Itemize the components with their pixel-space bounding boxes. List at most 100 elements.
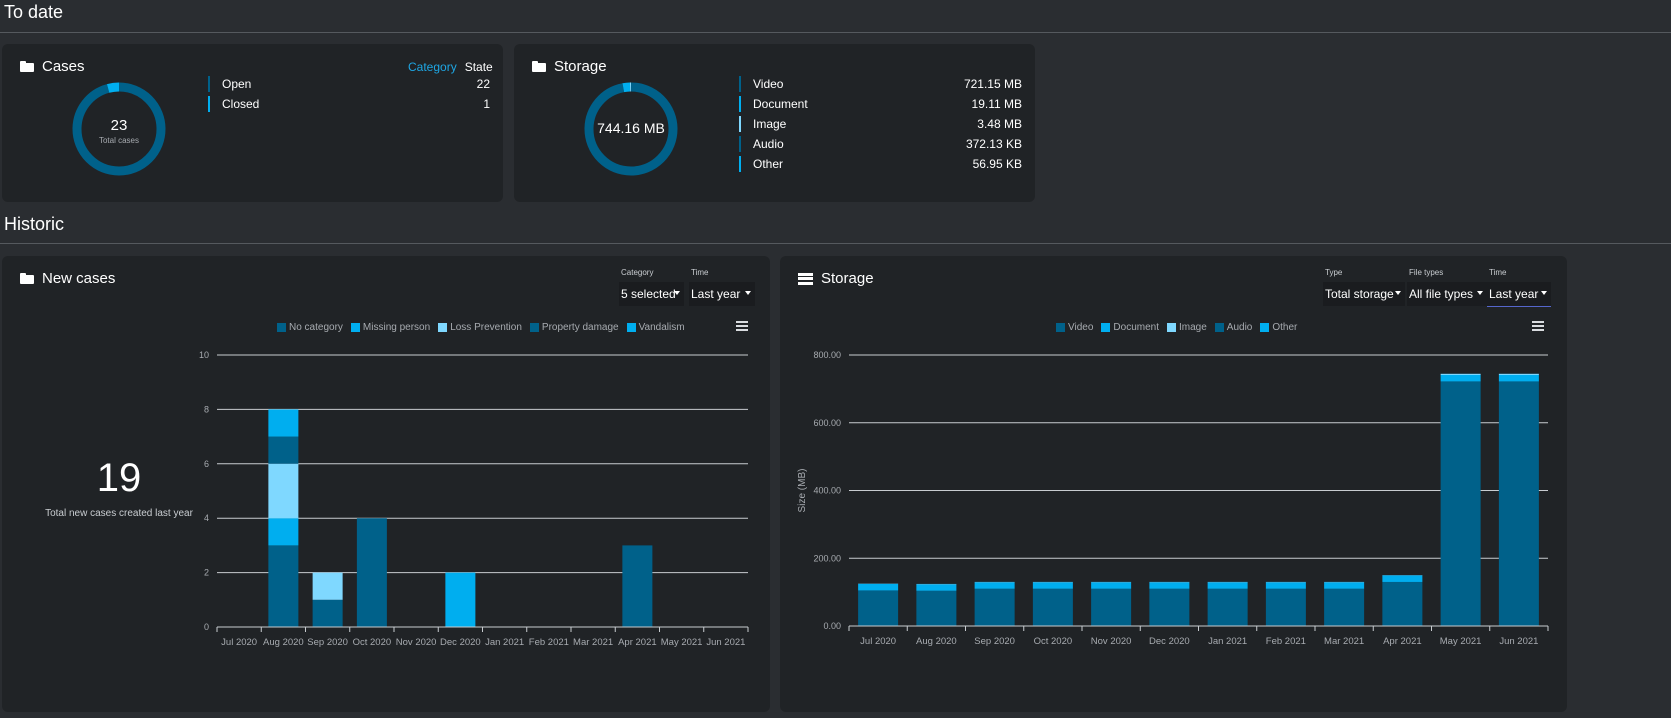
legend-row-image: Image 3.48 MB <box>739 116 1022 132</box>
legend-label: Vandalism <box>638 322 685 333</box>
hamburger-menu-icon[interactable] <box>736 321 748 331</box>
y-tick-label: 6 <box>204 459 209 469</box>
new-cases-summary: 19 Total new cases created last year <box>24 256 214 712</box>
new-cases-chart-legend: No category Missing person Loss Prevention… <box>277 322 685 333</box>
legend-swatch <box>1166 323 1176 332</box>
new-cases-card: New cases Category 5 selected Time Last … <box>2 256 770 712</box>
storage-card: Storage 744.16 MB Video 721.15 MB Docume… <box>514 44 1035 202</box>
legend-marker <box>208 96 210 112</box>
file-types-filter[interactable]: File types All file types <box>1407 268 1487 308</box>
x-tick-label: Feb 2021 <box>529 637 569 648</box>
legend-swatch <box>350 323 360 332</box>
legend-item[interactable]: No category <box>277 322 343 333</box>
bar-segment <box>1382 581 1423 626</box>
storage-total: 744.16 MB <box>597 120 665 136</box>
x-tick-label: Jul 2020 <box>221 637 257 648</box>
legend-value: 3.48 MB <box>977 117 1022 131</box>
filter-value: Total storage <box>1325 287 1394 301</box>
storage-time-select[interactable]: Last year <box>1487 282 1551 306</box>
y-tick-label: 8 <box>204 404 209 414</box>
bar-segment <box>1149 588 1190 626</box>
bar-segment <box>1149 582 1190 589</box>
legend-item[interactable]: Missing person <box>350 322 430 333</box>
filter-value: All file types <box>1409 287 1474 301</box>
bar-segment <box>974 582 1015 589</box>
bar-segment <box>858 583 899 591</box>
category-select[interactable]: 5 selected <box>619 282 684 306</box>
x-tick-label: Jun 2021 <box>706 637 745 648</box>
hamburger-menu-icon[interactable] <box>1532 321 1544 331</box>
legend-marker <box>208 76 210 92</box>
x-tick-label: Nov 2020 <box>1091 636 1132 647</box>
y-tick-label: 0.00 <box>823 621 841 631</box>
type-filter[interactable]: Type Total storage <box>1323 268 1405 308</box>
bar-segment <box>268 409 299 437</box>
section-title-to-date: To date <box>4 2 64 22</box>
legend-value: 22 <box>476 77 490 91</box>
legend-label: No category <box>289 322 343 333</box>
folder-icon <box>20 61 34 72</box>
new-cases-title-text: New cases <box>42 270 116 287</box>
x-tick-label: Feb 2021 <box>1266 636 1306 647</box>
x-tick-label: Dec 2020 <box>1149 636 1190 647</box>
legend-item[interactable]: Loss Prevention <box>438 322 522 333</box>
legend-name: Video <box>753 77 784 91</box>
chevron-down-icon <box>674 291 680 295</box>
file-types-select[interactable]: All file types <box>1407 282 1487 306</box>
legend-swatch <box>1101 323 1111 332</box>
legend-swatch <box>529 323 539 332</box>
chevron-down-icon <box>745 291 751 295</box>
new-cases-bar-chart: 0 2 4 6 8 10 Jul 2020 Aug 2020 Sep 2020 Oct 2020 N… <box>199 350 749 648</box>
bar-segment <box>268 518 299 546</box>
legend-label: Image <box>1178 322 1207 333</box>
y-tick-label: 800.00 <box>813 350 841 360</box>
bar-segment <box>268 463 299 519</box>
x-tick-label: Jan 2021 <box>1208 636 1247 647</box>
legend-name: Document <box>753 97 808 111</box>
legend-row-closed: Closed 1 <box>208 96 490 112</box>
x-tick-label: Oct 2020 <box>1034 636 1073 647</box>
focus-underline <box>1487 306 1551 307</box>
storage-history-card-title: Storage <box>798 270 874 287</box>
category-filter[interactable]: Category 5 selected <box>619 268 684 308</box>
new-cases-total: 19 <box>96 456 142 500</box>
toggle-state[interactable]: State <box>464 60 493 74</box>
legend-row-video: Video 721.15 MB <box>739 76 1022 92</box>
bar-segment <box>1498 381 1539 626</box>
x-tick-label: Mar 2021 <box>1324 636 1364 647</box>
legend-item[interactable]: Image <box>1166 322 1207 333</box>
x-tick-label: Sep 2020 <box>307 637 348 648</box>
filter-label: Type <box>1325 268 1343 277</box>
legend-item[interactable]: Property damage <box>529 322 619 333</box>
storage-title-text: Storage <box>554 58 607 75</box>
legend-item[interactable]: Audio <box>1214 322 1252 333</box>
bar-segment <box>268 436 299 464</box>
y-axis-label: Size (MB) <box>797 469 808 513</box>
cases-view-toggle: Category State <box>408 60 493 74</box>
legend-swatch <box>277 323 286 332</box>
storage-history-title-text: Storage <box>821 270 874 287</box>
legend-item[interactable]: Document <box>1101 322 1159 333</box>
bar-segment <box>974 588 1015 626</box>
legend-row-other: Other 56.95 KB <box>739 156 1022 172</box>
x-tick-label: Sep 2020 <box>974 636 1015 647</box>
bar-segment <box>1032 582 1073 589</box>
storage-time-filter[interactable]: Time Last year <box>1487 268 1551 308</box>
filter-value: Last year <box>1489 287 1539 301</box>
filter-label: Category <box>621 268 654 277</box>
legend-item[interactable]: Vandalism <box>626 322 685 333</box>
x-tick-label: Aug 2020 <box>916 636 957 647</box>
y-tick-label: 2 <box>204 568 209 578</box>
legend-item[interactable]: Video <box>1056 322 1093 333</box>
legend-item[interactable]: Other <box>1260 322 1297 333</box>
bar-segment <box>916 590 957 626</box>
section-divider <box>0 243 1671 244</box>
time-filter[interactable]: Time Last year <box>689 268 755 308</box>
legend-name: Open <box>222 77 252 91</box>
legend-name: Image <box>753 117 787 131</box>
type-select[interactable]: Total storage <box>1323 282 1405 306</box>
y-tick-label: 400.00 <box>813 486 841 496</box>
server-icon <box>798 272 813 285</box>
time-select[interactable]: Last year <box>689 282 755 306</box>
toggle-category[interactable]: Category <box>408 60 457 74</box>
